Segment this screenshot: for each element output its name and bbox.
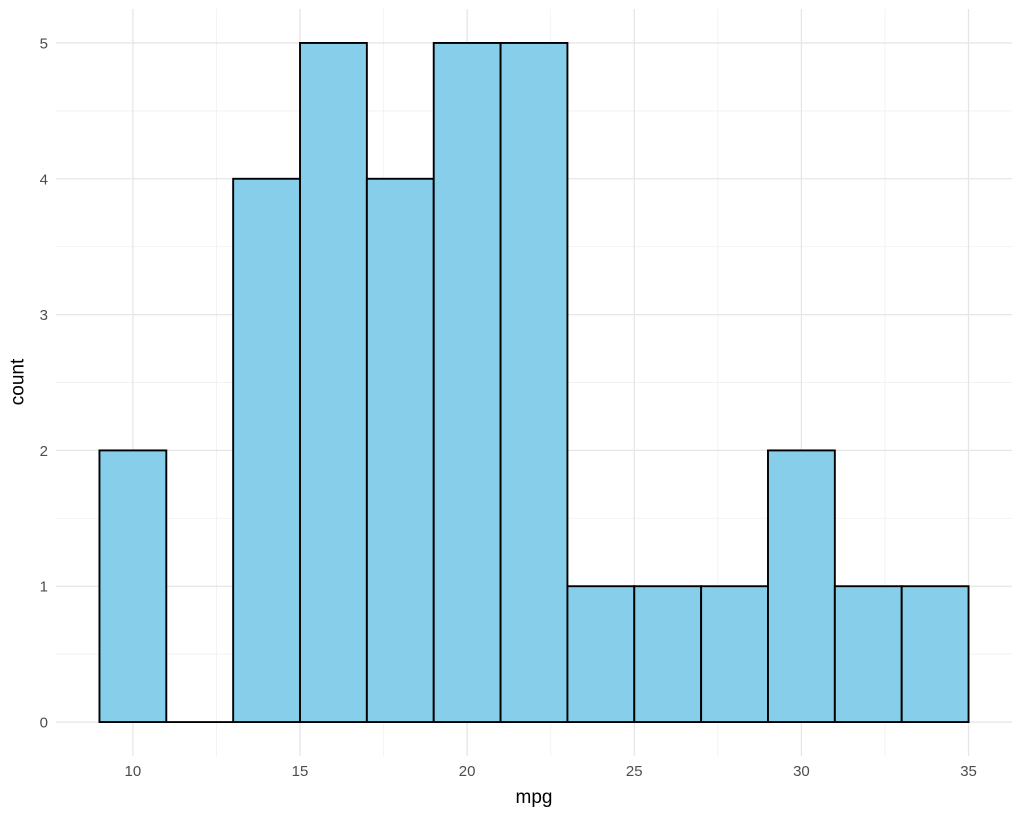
y-axis-title: count [7,358,29,406]
x-tick-label: 20 [459,763,476,780]
histogram-bar [767,449,836,723]
y-tick-labels: 0 1 2 3 4 5 [40,35,48,731]
x-tick-label: 30 [793,763,810,780]
y-tick-label: 5 [40,35,48,52]
histogram-bar [232,177,301,723]
x-tick-label: 15 [292,763,309,780]
y-tick-label: 2 [40,443,48,460]
histogram-bar [432,42,502,723]
y-tick-label: 3 [40,307,48,324]
histogram-bar [499,42,569,723]
y-tick-label: 4 [40,171,48,188]
histogram-bar [365,177,435,723]
x-tick-labels: 10 15 20 25 30 35 [125,763,977,780]
y-tick-label: 1 [40,579,48,596]
histogram-bars [98,42,970,723]
x-tick-label: 25 [626,763,643,780]
y-tick-label: 0 [40,715,48,732]
histogram-bar [566,585,636,723]
histogram-bar [833,585,903,723]
histogram-bar [633,585,703,723]
histogram-bar [900,585,970,723]
histogram-bar [299,42,368,723]
x-axis-title: mpg [515,787,553,808]
histogram-bar [98,449,168,723]
x-tick-label: 10 [125,763,142,780]
histogram-bar [700,585,769,723]
x-tick-label: 35 [960,763,977,780]
